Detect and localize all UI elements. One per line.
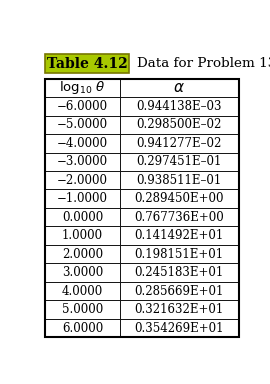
Bar (120, 171, 239, 189)
Text: 0.354269E+01: 0.354269E+01 (134, 321, 224, 334)
Text: Data for Problem 13.: Data for Problem 13. (137, 57, 270, 70)
Text: 1.0000: 1.0000 (62, 229, 103, 242)
Bar (45, 300, 120, 319)
Text: 0.297451E–01: 0.297451E–01 (137, 155, 222, 168)
Text: 3.0000: 3.0000 (62, 266, 103, 279)
Bar (45, 55, 129, 73)
Bar (120, 97, 239, 116)
Text: −5.0000: −5.0000 (57, 118, 108, 131)
Text: 6.0000: 6.0000 (62, 321, 103, 334)
Text: 0.141492E+01: 0.141492E+01 (135, 229, 224, 242)
Bar (120, 152, 239, 171)
Text: 0.767736E+00: 0.767736E+00 (134, 211, 224, 224)
Bar (45, 227, 120, 245)
Text: −6.0000: −6.0000 (57, 100, 108, 113)
Bar (120, 79, 239, 97)
Bar (45, 134, 120, 152)
Text: 0.321632E+01: 0.321632E+01 (135, 303, 224, 316)
Text: 0.198151E+01: 0.198151E+01 (135, 248, 224, 261)
Bar (120, 282, 239, 300)
Bar (45, 319, 120, 337)
Text: −4.0000: −4.0000 (57, 137, 108, 150)
Bar (120, 263, 239, 282)
Bar (45, 245, 120, 263)
Bar (120, 227, 239, 245)
Text: 0.245183E+01: 0.245183E+01 (135, 266, 224, 279)
Text: −1.0000: −1.0000 (57, 192, 108, 205)
Text: 0.941277E–02: 0.941277E–02 (137, 137, 222, 150)
Bar (120, 134, 239, 152)
Text: 5.0000: 5.0000 (62, 303, 103, 316)
Bar (45, 116, 120, 134)
Bar (45, 189, 120, 208)
Text: 0.298500E–02: 0.298500E–02 (137, 118, 222, 131)
Text: 4.0000: 4.0000 (62, 285, 103, 298)
Text: 0.289450E+00: 0.289450E+00 (134, 192, 224, 205)
Text: 0.944138E–03: 0.944138E–03 (137, 100, 222, 113)
Text: −2.0000: −2.0000 (57, 174, 108, 187)
Bar (120, 300, 239, 319)
Text: 2.0000: 2.0000 (62, 248, 103, 261)
Text: $\alpha$: $\alpha$ (173, 81, 185, 95)
Bar (45, 97, 120, 116)
Text: 0.938511E–01: 0.938511E–01 (137, 174, 222, 187)
Bar (120, 245, 239, 263)
Text: 0.285669E+01: 0.285669E+01 (135, 285, 224, 298)
Text: Table 4.12: Table 4.12 (47, 57, 127, 71)
Bar (45, 79, 120, 97)
Bar (45, 171, 120, 189)
Bar (45, 282, 120, 300)
Bar (45, 208, 120, 227)
Bar (120, 319, 239, 337)
Text: 0.0000: 0.0000 (62, 211, 103, 224)
Bar (45, 79, 239, 337)
Bar (120, 189, 239, 208)
Text: −3.0000: −3.0000 (57, 155, 108, 168)
Text: $\log_{10}\,\theta$: $\log_{10}\,\theta$ (59, 79, 106, 96)
Bar (45, 152, 120, 171)
Bar (120, 116, 239, 134)
Bar (45, 263, 120, 282)
Bar (120, 208, 239, 227)
